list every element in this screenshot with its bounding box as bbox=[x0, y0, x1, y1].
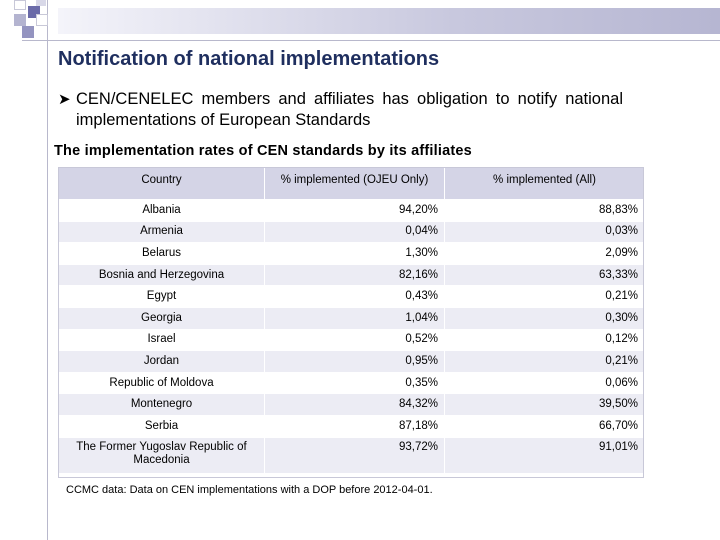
all-cell: 91,01% bbox=[445, 437, 645, 473]
decor-square bbox=[36, 14, 48, 26]
all-cell: 39,50% bbox=[445, 394, 645, 416]
country-cell: Egypt bbox=[59, 286, 265, 308]
ojeu-cell: 0,95% bbox=[265, 351, 445, 373]
country-cell: The Former Yugoslav Republic of Macedoni… bbox=[59, 437, 265, 473]
country-cell: Georgia bbox=[59, 307, 265, 329]
table-row: Israel 0,52% 0,12% bbox=[59, 329, 645, 351]
ojeu-cell: 87,18% bbox=[265, 415, 445, 437]
source-note: CCMC data: Data on CEN implementations w… bbox=[66, 484, 433, 496]
table-row: Albania 94,20% 88,83% bbox=[59, 200, 645, 222]
country-cell: Serbia bbox=[59, 415, 265, 437]
table-row: Egypt 0,43% 0,21% bbox=[59, 286, 645, 308]
all-cell: 66,70% bbox=[445, 415, 645, 437]
ojeu-cell: 1,30% bbox=[265, 243, 445, 265]
page-title: Notification of national implementations bbox=[58, 48, 439, 71]
table-row: Georgia 1,04% 0,30% bbox=[59, 307, 645, 329]
ojeu-cell: 93,72% bbox=[265, 437, 445, 473]
table-row: Republic of Moldova 0,35% 0,06% bbox=[59, 372, 645, 394]
table-header-row: Country % implemented (OJEU Only) % impl… bbox=[59, 168, 645, 200]
country-cell: Albania bbox=[59, 200, 265, 222]
ojeu-cell: 94,20% bbox=[265, 200, 445, 222]
all-cell: 88,83% bbox=[445, 200, 645, 222]
country-cell: Armenia bbox=[59, 221, 265, 243]
all-cell: 2,09% bbox=[445, 243, 645, 265]
country-cell: Belarus bbox=[59, 243, 265, 265]
all-cell: 0,21% bbox=[445, 351, 645, 373]
decor-square bbox=[14, 0, 26, 10]
arrow-bullet-icon: ➤ bbox=[58, 89, 71, 110]
table-row: Serbia 87,18% 66,70% bbox=[59, 415, 645, 437]
column-header-country: Country bbox=[59, 168, 265, 200]
decor-square bbox=[22, 26, 34, 38]
table-caption: The implementation rates of CEN standard… bbox=[54, 143, 472, 159]
country-cell: Israel bbox=[59, 329, 265, 351]
table-row: Jordan 0,95% 0,21% bbox=[59, 351, 645, 373]
vertical-rule bbox=[47, 0, 48, 540]
country-cell: Montenegro bbox=[59, 394, 265, 416]
table-row: Montenegro 84,32% 39,50% bbox=[59, 394, 645, 416]
ojeu-cell: 0,43% bbox=[265, 286, 445, 308]
bullet-point: ➤ CEN/CENELEC members and affiliates has… bbox=[58, 89, 623, 131]
ojeu-cell: 0,04% bbox=[265, 221, 445, 243]
ojeu-cell: 0,35% bbox=[265, 372, 445, 394]
country-cell: Bosnia and Herzegovina bbox=[59, 264, 265, 286]
country-cell: Republic of Moldova bbox=[59, 372, 265, 394]
implementation-table: Country % implemented (OJEU Only) % impl… bbox=[58, 167, 645, 474]
country-cell: Jordan bbox=[59, 351, 265, 373]
table-row: Belarus 1,30% 2,09% bbox=[59, 243, 645, 265]
table-row: The Former Yugoslav Republic of Macedoni… bbox=[59, 437, 645, 473]
all-cell: 0,21% bbox=[445, 286, 645, 308]
all-cell: 0,03% bbox=[445, 221, 645, 243]
horizontal-rule bbox=[22, 40, 720, 41]
all-cell: 0,30% bbox=[445, 307, 645, 329]
column-header-all: % implemented (All) bbox=[445, 168, 645, 200]
ojeu-cell: 1,04% bbox=[265, 307, 445, 329]
ojeu-cell: 82,16% bbox=[265, 264, 445, 286]
decor-square bbox=[36, 0, 46, 6]
all-cell: 0,12% bbox=[445, 329, 645, 351]
bullet-text: CEN/CENELEC members and affiliates has o… bbox=[58, 89, 623, 131]
header-gradient-band bbox=[58, 8, 720, 34]
ojeu-cell: 0,52% bbox=[265, 329, 445, 351]
ojeu-cell: 84,32% bbox=[265, 394, 445, 416]
column-header-ojeu: % implemented (OJEU Only) bbox=[265, 168, 445, 200]
all-cell: 0,06% bbox=[445, 372, 645, 394]
decor-square bbox=[14, 14, 26, 26]
table-row: Armenia 0,04% 0,03% bbox=[59, 221, 645, 243]
table-row: Bosnia and Herzegovina 82,16% 63,33% bbox=[59, 264, 645, 286]
all-cell: 63,33% bbox=[445, 264, 645, 286]
